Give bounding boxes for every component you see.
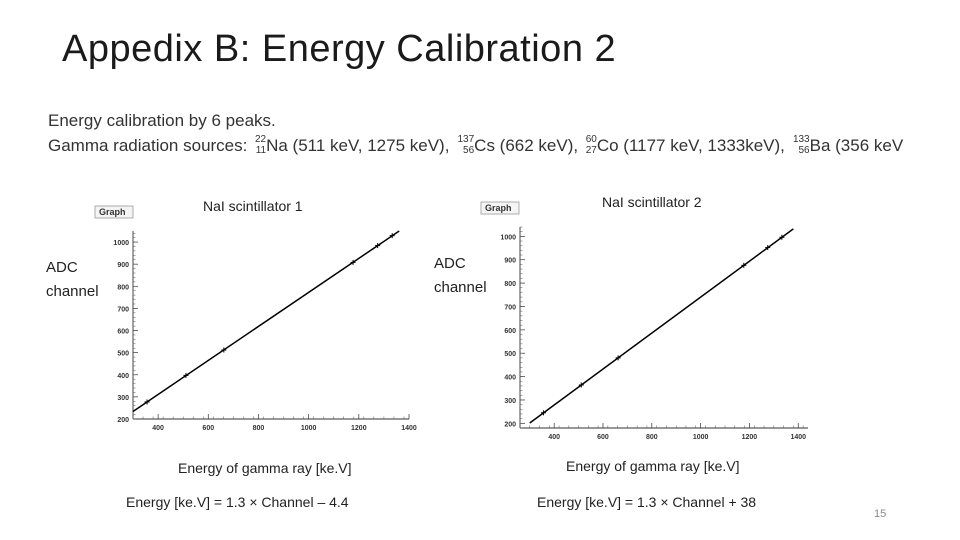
bullet-list: Energy calibration by 6 peaks. Gamma rad… — [48, 108, 903, 158]
x-tick-label: 1200 — [742, 434, 758, 441]
y-tick-label: 800 — [504, 281, 516, 288]
y-tick-label: 700 — [117, 306, 129, 313]
nuclide-ba133: 133 56 — [792, 134, 810, 156]
graph-tab-label: Graph — [485, 203, 512, 213]
x-tick-label: 800 — [646, 434, 658, 441]
page-number: 15 — [874, 508, 887, 520]
x-tick-label: 400 — [548, 434, 560, 441]
x-tick-label: 1400 — [790, 434, 806, 441]
y-tick-label: 1000 — [113, 240, 129, 247]
x-tick-label: 800 — [253, 425, 265, 432]
bullet-calibration: Energy calibration by 6 peaks. — [48, 111, 276, 130]
y-tick-label: 300 — [504, 398, 516, 405]
plot2-title: NaI scintillator 2 — [602, 194, 702, 210]
graph-tab-label: Graph — [99, 207, 126, 217]
y-tick-label: 500 — [117, 351, 129, 358]
graph-tab-box — [480, 201, 520, 215]
y-tick-label: 700 — [504, 304, 516, 311]
plot2-formula: Energy [ke.V] = 1.3 × Channel + 38 — [537, 494, 757, 510]
y-tick-label: 800 — [117, 284, 129, 291]
x-tick-label: 600 — [202, 425, 214, 432]
sources-prefix: Gamma radiation sources: — [48, 136, 253, 155]
y-tick-label: 500 — [504, 351, 516, 358]
x-tick-label: 1200 — [351, 425, 367, 432]
x-tick-label: 1000 — [693, 434, 709, 441]
x-tick-label: 1000 — [301, 425, 317, 432]
y-tick-label: 400 — [504, 375, 516, 382]
y-tick-label: 900 — [117, 262, 129, 269]
y-tick-label: 600 — [504, 328, 516, 335]
y-tick-label: 200 — [117, 417, 129, 424]
plot2-x-axis-label: Energy of gamma ray [ke.V] — [566, 458, 740, 474]
plot1-formula: Energy [ke.V] = 1.3 × Channel – 4.4 — [126, 494, 349, 510]
y-tick-label: 300 — [117, 395, 129, 402]
y-tick-label: 200 — [504, 421, 516, 428]
nuclide-cs137: 137 56 — [457, 134, 475, 156]
y-tick-label: 600 — [117, 329, 129, 336]
y-tick-label: 900 — [504, 258, 516, 265]
bullet-sources: Gamma radiation sources: 22 11 Na (511 keV… — [48, 134, 904, 156]
plot1-y-axis-label: ADC channel — [46, 259, 99, 300]
nuclide-co60: 60 27 — [585, 134, 597, 156]
plot2-y-axis-label: ADC channel — [434, 255, 487, 296]
graph-tab-box — [94, 205, 134, 219]
fit-line — [529, 228, 794, 424]
plot1-x-axis-label: Energy of gamma ray [ke.V] — [178, 460, 352, 476]
plot1-title: NaI scintillator 1 — [203, 198, 303, 214]
nuclide-na22: 22 11 — [254, 134, 267, 156]
fit-line — [132, 230, 400, 413]
x-tick-label: 600 — [597, 434, 609, 441]
x-tick-label: 1400 — [401, 425, 417, 432]
slide-title: Appedix B: Energy Calibration 2 — [62, 28, 617, 70]
x-tick-label: 400 — [152, 425, 164, 432]
y-tick-label: 400 — [117, 373, 129, 380]
y-tick-label: 1000 — [500, 234, 516, 241]
